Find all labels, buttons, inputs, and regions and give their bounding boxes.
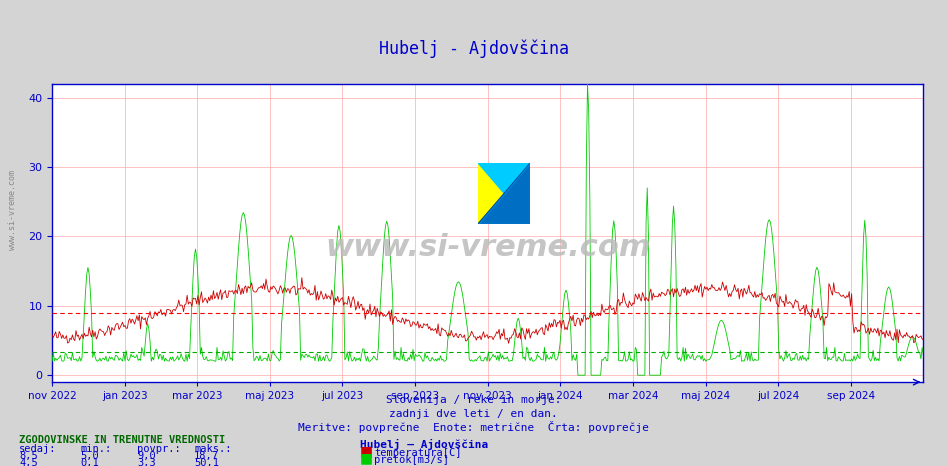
Text: 9,0: 9,0	[137, 451, 156, 461]
Text: www.si-vreme.com: www.si-vreme.com	[325, 233, 651, 262]
Text: povpr.:: povpr.:	[137, 444, 181, 454]
Text: 4,5: 4,5	[19, 458, 38, 466]
Text: Meritve: povprečne  Enote: metrične  Črta: povprečje: Meritve: povprečne Enote: metrične Črta:…	[298, 421, 649, 433]
Text: zadnji dve leti / en dan.: zadnji dve leti / en dan.	[389, 409, 558, 419]
Text: Hubelj – Ajdovščina: Hubelj – Ajdovščina	[360, 439, 488, 450]
Polygon shape	[478, 163, 530, 224]
Text: 0,1: 0,1	[80, 458, 99, 466]
Text: 50,1: 50,1	[194, 458, 219, 466]
Text: maks.:: maks.:	[194, 444, 232, 454]
Text: www.si-vreme.com: www.si-vreme.com	[8, 170, 17, 250]
Polygon shape	[478, 163, 530, 224]
Text: ■: ■	[360, 444, 373, 458]
Text: sedaj:: sedaj:	[19, 444, 57, 454]
Text: Hubelj - Ajdovščina: Hubelj - Ajdovščina	[379, 40, 568, 58]
Text: 5,0: 5,0	[80, 451, 99, 461]
Text: min.:: min.:	[80, 444, 112, 454]
Text: Slovenija / reke in morje.: Slovenija / reke in morje.	[385, 395, 562, 405]
Text: 18,7: 18,7	[194, 451, 219, 461]
Text: pretok[m3/s]: pretok[m3/s]	[374, 455, 449, 465]
Text: ZGODOVINSKE IN TRENUTNE VREDNOSTI: ZGODOVINSKE IN TRENUTNE VREDNOSTI	[19, 435, 225, 445]
Polygon shape	[478, 163, 530, 224]
Text: ■: ■	[360, 451, 373, 465]
Text: 8,5: 8,5	[19, 451, 38, 461]
Text: 3,3: 3,3	[137, 458, 156, 466]
Text: temperatura[C]: temperatura[C]	[374, 448, 461, 458]
Polygon shape	[478, 163, 530, 224]
